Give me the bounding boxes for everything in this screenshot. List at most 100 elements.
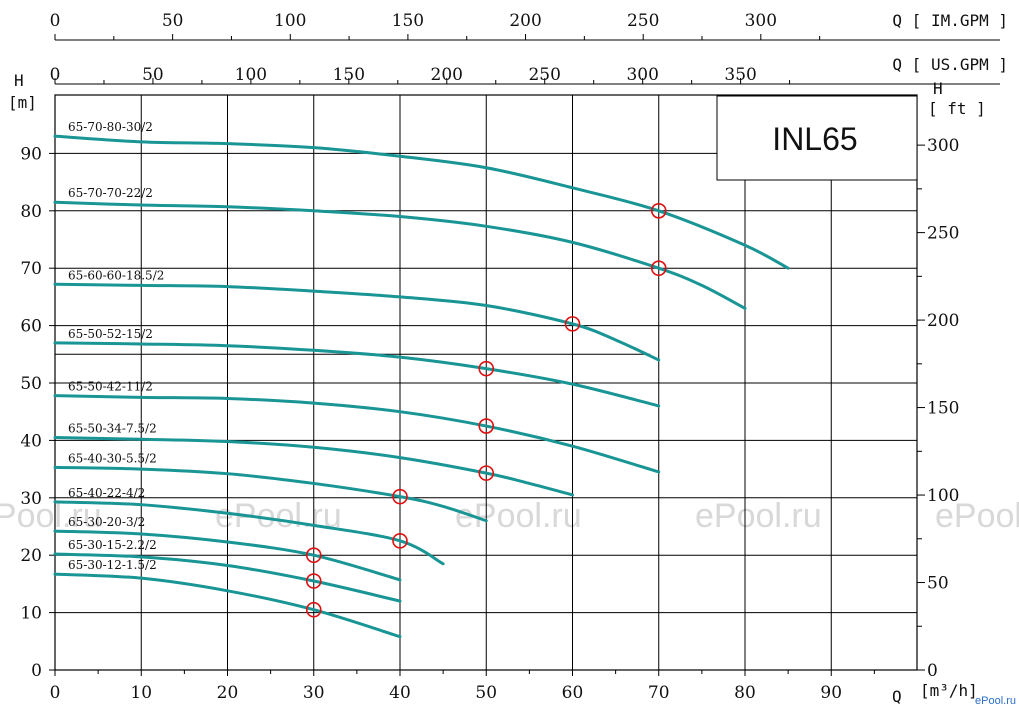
x-axis: 0 10 20 30 40 50 60 70 80 90 Q [m³/h]: [50, 670, 978, 706]
model-title-box: INL65: [716, 95, 918, 181]
y-tick-label: 20: [20, 546, 42, 566]
y-tick-label: 30: [20, 489, 42, 509]
curve-65-50-52-15-2: [53, 341, 661, 408]
y-tick-label: 90: [20, 144, 42, 164]
x-tick-label: 0: [50, 683, 61, 703]
curve-65-70-80-30-2: [53, 134, 790, 270]
curve-65-40-22-4-2: [53, 500, 445, 566]
watermark-text: ePool.ru: [935, 497, 1019, 535]
curve-65-50-42-11-2: [53, 394, 661, 474]
x-tick-label: 30: [303, 683, 325, 703]
series-label: 65-50-52-15/2: [68, 327, 153, 341]
duty-point-65-50-52-15-2: [478, 360, 495, 377]
corner-watermark: ePool.ru: [975, 695, 1016, 707]
y-axis-title: H: [14, 71, 24, 90]
duty-point-65-50-42-11-2: [478, 418, 495, 434]
top-axis-tick-label: 200: [509, 11, 541, 31]
series-label: 65-70-70-22/2: [68, 186, 153, 200]
y-tick-label: 60: [20, 317, 42, 337]
duty-point-65-30-20-3-2: [305, 547, 322, 564]
top-axis-tick-label: 350: [724, 65, 756, 85]
right-axis-title: H: [933, 79, 943, 98]
grid: [54, 94, 918, 671]
series-labels: 65-70-80-30/2 65-70-70-22/2 65-60-60-18.5/…: [68, 120, 164, 572]
y-axis-unit: [m]: [8, 93, 37, 112]
duty-point-65-30-12-1-5-2: [305, 601, 322, 618]
series-label: 65-50-42-11/2: [68, 380, 153, 394]
right-tick-label: 50: [927, 574, 949, 594]
top-axis-tick-label: 0: [50, 11, 61, 31]
y-tick-label: 40: [20, 431, 42, 451]
top-axis-tick-label: 0: [50, 65, 61, 85]
right-axis-unit: [ ft ]: [928, 99, 986, 118]
x-axis-unit: [m³/h]: [920, 681, 978, 700]
top-axis-tick-label: 50: [162, 11, 184, 31]
top-axis-tick-label: 100: [274, 11, 306, 31]
top-axis-tick-label: 300: [626, 65, 658, 85]
x-tick-label: 40: [389, 683, 411, 703]
curve-65-40-30-5-5-2: [53, 465, 488, 523]
x-tick-label: 60: [562, 683, 584, 703]
x-tick-label: 10: [130, 683, 152, 703]
series-label: 65-60-60-18.5/2: [68, 268, 164, 282]
right-tick-label: 150: [927, 399, 959, 419]
right-tick-label: 250: [927, 224, 959, 244]
y-tick-label: 50: [20, 374, 42, 394]
series-label: 65-30-20-3/2: [68, 515, 145, 529]
y-tick-label: 80: [20, 202, 42, 222]
y-axis-right: 0 50 100 150 200 250 300 H[ ft ]: [917, 79, 986, 681]
duty-point-65-40-30-5-5-2: [392, 488, 408, 505]
watermark-text: ePool.ru: [215, 497, 342, 535]
duty-point-65-30-15-2-2-2: [305, 573, 322, 589]
x-tick-label: 20: [217, 683, 239, 703]
performance-curves: [53, 134, 790, 639]
series-label: 65-30-12-1.5/2: [68, 558, 157, 572]
top-axis-tick-label: 300: [745, 11, 777, 31]
right-tick-label: 100: [927, 486, 959, 506]
series-label: 65-30-15-2.2/2: [68, 538, 157, 552]
right-tick-label: 0: [927, 661, 938, 681]
top-axis-tick-label: 250: [528, 65, 560, 85]
series-label: 65-50-34-7.5/2: [68, 422, 157, 436]
curve-65-30-12-1-5-2: [53, 572, 402, 639]
y-axis-left: 0 10 20 30 40 50 60 70 80 90 H [m]: [8, 71, 55, 681]
right-tick-label: 200: [927, 311, 959, 331]
top-axis-tick-label: 250: [627, 11, 659, 31]
duty-points: [305, 203, 667, 618]
curve-65-30-15-2-2-2: [53, 552, 402, 603]
x-tick-label: 70: [648, 683, 670, 703]
y-tick-label: 0: [31, 661, 42, 681]
top-axis-tick-label: 150: [333, 65, 365, 85]
x-tick-label: 80: [734, 683, 756, 703]
y-tick-label: 10: [20, 604, 42, 624]
duty-point-65-70-80-30-2: [650, 203, 667, 219]
duty-point-65-70-70-22-2: [650, 260, 667, 277]
y-tick-label: 70: [20, 259, 42, 279]
duty-point-65-50-34-7-5-2: [478, 465, 495, 481]
top-axis-title: Q [ IM.GPM ]: [892, 11, 1008, 30]
x-tick-label: 90: [820, 683, 842, 703]
curve-65-50-34-7-5-2: [53, 436, 574, 497]
top-axis-tick-label: 200: [431, 65, 463, 85]
series-label: 65-40-30-5.5/2: [68, 451, 157, 465]
series-label: 65-70-80-30/2: [68, 120, 153, 134]
right-tick-label: 300: [927, 136, 959, 156]
curve-65-60-60-18-5-2: [53, 282, 661, 362]
series-label: 65-40-22-4/2: [68, 486, 145, 500]
curve-65-70-70-22-2: [53, 200, 747, 310]
top-axis-title: Q [ US.GPM ]: [892, 55, 1008, 74]
duty-point-65-40-22-4-2: [392, 533, 408, 549]
watermark-text: ePool.ru: [695, 497, 822, 535]
model-title: INL65: [772, 121, 857, 157]
curve-65-30-20-3-2: [53, 529, 402, 582]
top-flow-axes: 0 50 100 150 200 250 300 Q [ IM.GPM ] 0 50 100 150 2…: [50, 11, 1008, 85]
x-axis-title: Q: [892, 687, 902, 706]
model-title-frame: [716, 95, 918, 181]
top-axis-tick-label: 150: [392, 11, 424, 31]
top-axis-tick-label: 50: [142, 65, 164, 85]
top-axis-tick-label: 100: [235, 65, 267, 85]
x-tick-label: 50: [475, 683, 497, 703]
duty-point-65-60-60-18-5-2: [564, 316, 581, 332]
